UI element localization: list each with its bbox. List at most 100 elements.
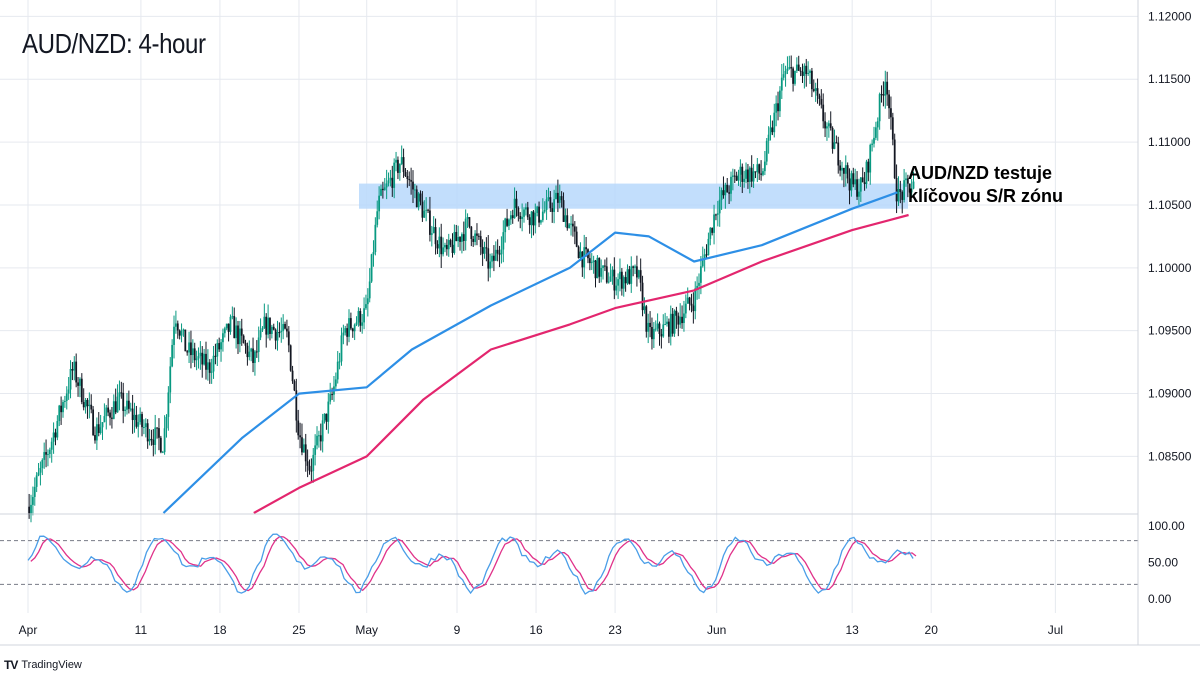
candle-body <box>357 311 360 323</box>
candle-body <box>174 323 177 327</box>
candle-311 <box>613 257 616 300</box>
candle-body <box>314 445 317 455</box>
candle-body <box>493 255 495 261</box>
candle-72 <box>163 415 166 455</box>
candle-body <box>604 265 606 267</box>
candle-145 <box>301 423 303 456</box>
candle-361 <box>707 232 710 256</box>
candle-body <box>464 218 467 241</box>
candle-372 <box>728 185 731 205</box>
candle-body <box>126 400 128 410</box>
candle-body <box>225 323 228 329</box>
candle-148 <box>306 449 309 478</box>
candle-body <box>536 206 539 213</box>
candle-27 <box>79 377 81 398</box>
candle-215 <box>432 216 435 234</box>
candle-body <box>521 216 524 220</box>
candle-102 <box>220 338 222 362</box>
candle-135 <box>282 314 285 340</box>
candle-body <box>649 322 651 328</box>
candle-body <box>370 254 373 282</box>
x-tick-label-9: 13 <box>845 623 859 637</box>
candle-body <box>349 318 352 329</box>
candle-body <box>756 164 759 173</box>
candle-body <box>152 439 155 445</box>
candle-body <box>620 271 623 289</box>
candle-256 <box>509 210 512 225</box>
candle-body <box>577 246 580 259</box>
candle-body <box>429 210 431 235</box>
candle-body <box>184 329 187 352</box>
candle-403 <box>786 56 789 75</box>
candle-190 <box>385 169 388 200</box>
candle-body <box>513 198 516 219</box>
candle-45 <box>112 394 115 420</box>
candle-body <box>654 328 657 330</box>
candle-163 <box>334 372 337 390</box>
candle-body <box>146 423 149 442</box>
candle-133 <box>278 322 281 338</box>
candle-body <box>496 249 499 254</box>
candle-351 <box>688 296 691 311</box>
candle-body <box>295 390 298 421</box>
candle-body <box>560 196 563 201</box>
candle-467 <box>906 174 909 198</box>
candle-body <box>694 288 697 312</box>
candle-319 <box>628 265 631 285</box>
candle-264 <box>524 203 527 216</box>
candle-body <box>71 368 74 371</box>
candle-249 <box>496 239 499 262</box>
candle-body <box>69 368 72 390</box>
candle-body <box>598 257 601 277</box>
tradingview-label: TradingView <box>21 659 82 671</box>
stoch-d-line <box>30 535 917 592</box>
candle-452 <box>878 92 881 130</box>
candle-body <box>340 335 343 362</box>
candle-26 <box>77 377 79 397</box>
candle-22 <box>69 360 72 399</box>
osc-tick-label-0: 100.00 <box>1148 519 1185 533</box>
candle-body <box>543 209 546 212</box>
candle-body <box>270 326 273 334</box>
candle-454 <box>882 81 885 107</box>
candle-396 <box>773 103 776 138</box>
y-tick-label-2: 1.11000 <box>1148 135 1191 149</box>
candle-body <box>118 392 121 397</box>
candle-99 <box>214 343 217 365</box>
candle-body <box>844 165 847 174</box>
candle-body <box>286 328 288 332</box>
candle-457 <box>888 89 890 119</box>
candle-body <box>161 452 164 454</box>
candle-body <box>122 392 125 411</box>
candle-body <box>658 323 661 334</box>
candle-body <box>240 328 243 336</box>
candle-172 <box>351 327 354 338</box>
candle-398 <box>777 91 779 121</box>
candle-body <box>167 392 170 417</box>
moving-average-1 <box>253 213 909 514</box>
candle-424 <box>826 122 828 141</box>
candle-461 <box>895 164 898 214</box>
candle-body <box>698 282 700 286</box>
candle-body <box>858 191 860 197</box>
candle-94 <box>205 341 207 380</box>
candle-334 <box>656 313 659 332</box>
candle-body <box>820 98 823 105</box>
candle-175 <box>357 307 360 327</box>
candle-body <box>280 330 283 333</box>
candle-body <box>850 173 853 191</box>
candle-310 <box>611 266 614 285</box>
candle-70 <box>159 435 162 454</box>
tradingview-brand[interactable]: TV TradingView <box>4 658 82 672</box>
candle-427 <box>831 126 834 154</box>
candle-body <box>169 366 172 393</box>
candle-386 <box>754 171 757 179</box>
candle-107 <box>229 314 232 335</box>
candle-body <box>876 121 879 128</box>
candle-53 <box>127 390 130 414</box>
candle-43 <box>109 409 111 426</box>
candle-2 <box>31 486 34 516</box>
candle-body <box>863 182 866 185</box>
candle-body <box>699 266 702 283</box>
candle-388 <box>758 163 761 180</box>
